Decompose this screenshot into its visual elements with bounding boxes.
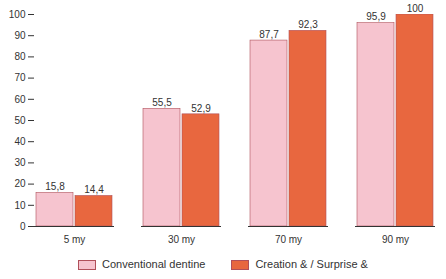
html-text:Conventional dentine: Conventional dentine [102,258,206,270]
svg-text:55,5: 55,5 [152,97,172,108]
svg-text:14,4: 14,4 [84,184,104,195]
svg-text:15,8: 15,8 [45,181,65,192]
svg-text:92,3: 92,3 [298,19,318,30]
svg-text:10: 10 [14,200,26,211]
svg-text:70: 70 [14,72,26,83]
svg-text:30 my: 30 my [168,234,195,245]
html-text:Creation & / Surprise &: Creation & / Surprise & [255,258,368,270]
svg-text:100: 100 [9,9,26,20]
svg-text:52,9: 52,9 [191,103,211,114]
svg-text:100: 100 [407,3,424,14]
svg-text:40: 40 [14,136,26,147]
svg-text:87,7: 87,7 [259,29,279,40]
svg-text:90 my: 90 my [382,234,409,245]
svg-text:95,9: 95,9 [366,11,386,22]
svg-text:0: 0 [20,221,26,232]
svg-text:20: 20 [14,178,26,189]
svg-text:80: 80 [14,51,26,62]
svg-text:5 my: 5 my [64,234,86,245]
svg-text:50: 50 [14,115,26,126]
svg-text:60: 60 [14,94,26,105]
svg-text:30: 30 [14,157,26,168]
svg-text:70 my: 70 my [275,234,302,245]
svg-text:90: 90 [14,30,26,41]
